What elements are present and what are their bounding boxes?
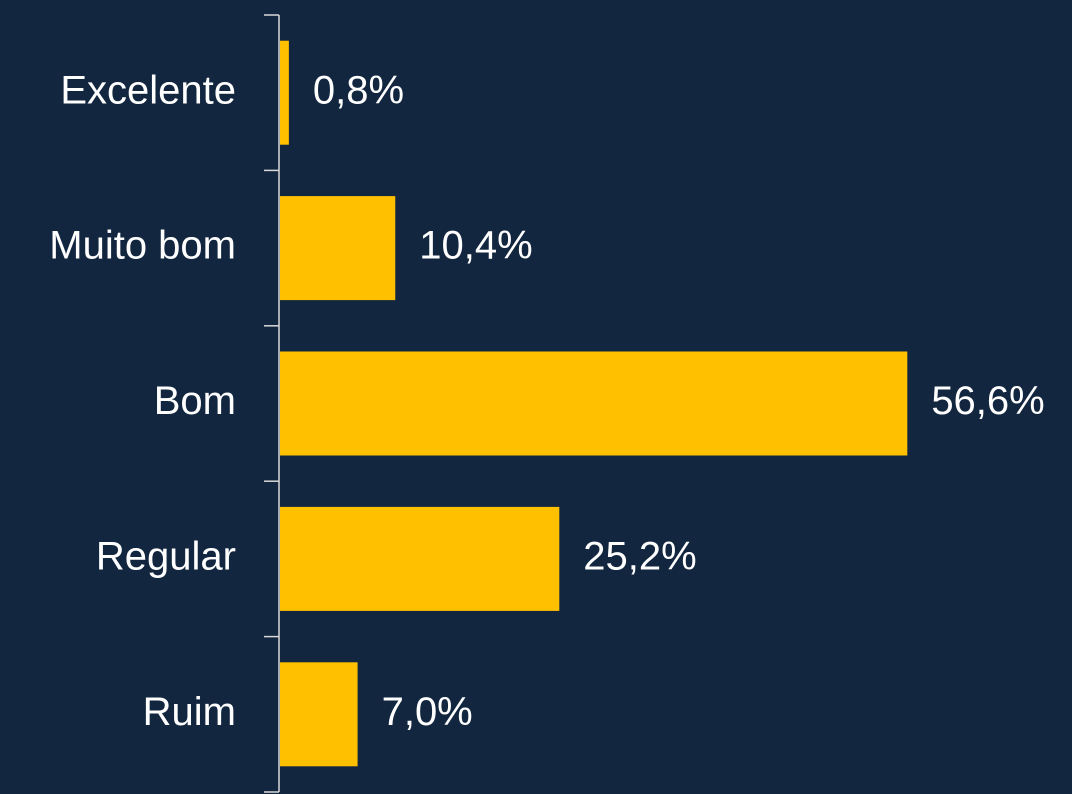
data-label: 0,8%	[313, 68, 404, 112]
y-tick-label: Excelente	[60, 68, 236, 112]
data-label: 10,4%	[419, 224, 532, 268]
y-tick-label: Bom	[154, 379, 236, 423]
data-label: 56,6%	[931, 379, 1044, 423]
y-tick-label: Muito bom	[49, 224, 236, 268]
y-tick-label: Regular	[96, 534, 236, 578]
y-tick-label: Ruim	[143, 690, 236, 734]
bar	[280, 40, 289, 145]
data-label: 25,2%	[583, 534, 696, 578]
bar	[280, 662, 358, 767]
bar	[280, 196, 396, 301]
bar	[280, 506, 560, 611]
bar	[280, 351, 908, 456]
data-label: 7,0%	[382, 690, 473, 734]
